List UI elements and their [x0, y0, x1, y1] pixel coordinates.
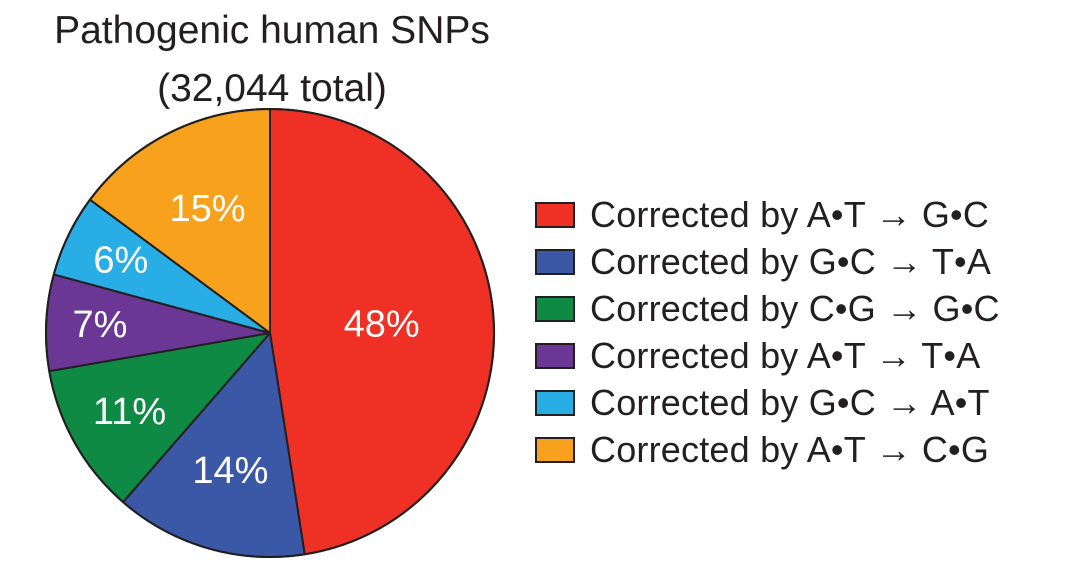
legend-item: Corrected by G•C → T•A [535, 238, 1000, 285]
slice-value-label: 7% [72, 304, 127, 346]
slice-value-label: 15% [169, 188, 245, 230]
chart-title-block: Pathogenic human SNPs (32,044 total) [12, 2, 532, 118]
legend-item: Corrected by G•C → A•T [535, 379, 1000, 426]
legend-item: Corrected by A•T → T•A [535, 332, 1000, 379]
slice-value-label: 14% [192, 450, 268, 492]
legend-swatch [535, 201, 575, 228]
legend-swatch [535, 248, 575, 275]
legend-swatch [535, 342, 575, 369]
chart-subtitle: (32,044 total) [157, 67, 387, 110]
chart-legend: Corrected by A•T → G•C Corrected by G•C →… [535, 191, 1000, 473]
slice-value-label: 6% [93, 240, 148, 282]
legend-item: Corrected by C•G → G•C [535, 285, 1000, 332]
legend-swatch [535, 389, 575, 416]
legend-label: Corrected by G•C → A•T [590, 381, 990, 423]
legend-label: Corrected by C•G → G•C [590, 287, 1000, 329]
legend-item: Corrected by A•T → G•C [535, 191, 1000, 238]
legend-label: Corrected by G•C → T•A [590, 240, 992, 282]
legend-label: Corrected by A•T → C•G [590, 428, 990, 470]
legend-swatch [535, 295, 575, 322]
slice-value-label: 11% [93, 391, 166, 433]
legend-label: Corrected by A•T → G•C [590, 193, 990, 235]
chart-title: Pathogenic human SNPs [54, 9, 490, 52]
legend-label: Corrected by A•T → T•A [590, 334, 981, 376]
legend-swatch [535, 436, 575, 463]
legend-item: Corrected by A•T → C•G [535, 426, 1000, 473]
slice-value-label: 48% [344, 303, 420, 345]
pie-outline [45, 108, 495, 558]
